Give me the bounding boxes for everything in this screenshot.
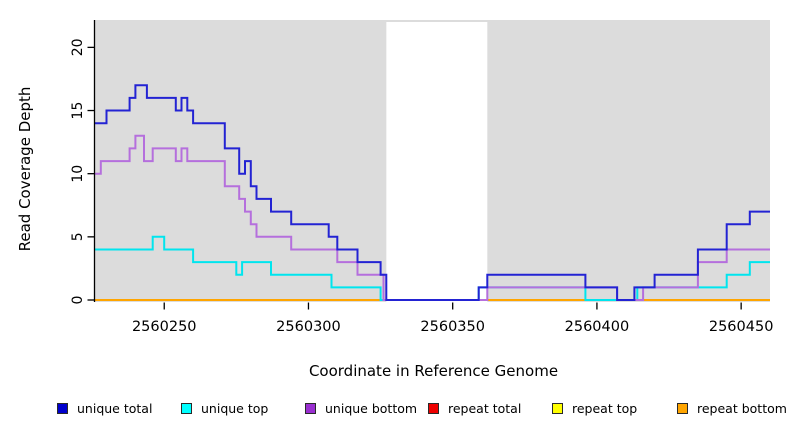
legend-swatch-repeat-bottom bbox=[677, 403, 688, 414]
legend-swatch-repeat-total bbox=[428, 403, 439, 414]
legend-label: unique bottom bbox=[325, 401, 418, 416]
x-tick-label: 2560350 bbox=[420, 319, 485, 335]
x-tick-label: 2560300 bbox=[276, 319, 341, 335]
y-tick-label: 20 bbox=[70, 38, 86, 56]
y-axis-title: Read Coverage Depth bbox=[16, 86, 34, 252]
legend-swatch-unique-total bbox=[57, 403, 68, 414]
x-axis-title: Coordinate in Reference Genome bbox=[308, 362, 559, 380]
y-tick-label: 15 bbox=[70, 102, 86, 120]
legend-swatch-unique-top bbox=[181, 403, 192, 414]
legend-label: unique top bbox=[201, 401, 269, 416]
series-line-unique-total bbox=[95, 84, 770, 301]
y-tick-label: 0 bbox=[70, 296, 86, 305]
masked-no-data-region bbox=[386, 22, 488, 302]
legend-item-unique-total: unique total bbox=[57, 401, 152, 416]
legend-label: repeat bottom bbox=[697, 401, 787, 416]
y-tick-label: 10 bbox=[70, 165, 86, 183]
legend-label: repeat top bbox=[572, 401, 638, 416]
legend-swatch-unique-bottom bbox=[305, 403, 316, 414]
legend-item-repeat-top: repeat top bbox=[552, 401, 637, 416]
x-tick-label: 2560250 bbox=[132, 319, 197, 335]
x-tick-label: 2560450 bbox=[709, 319, 774, 335]
x-tick-label: 2560400 bbox=[565, 319, 630, 335]
legend-item-unique-top: unique top bbox=[181, 401, 268, 416]
legend-label: unique total bbox=[77, 401, 153, 416]
legend-item-unique-bottom: unique bottom bbox=[305, 401, 417, 416]
legend-label: repeat total bbox=[448, 401, 522, 416]
legend-item-repeat-bottom: repeat bottom bbox=[677, 401, 787, 416]
legend-swatch-repeat-top bbox=[552, 403, 563, 414]
legend-item-repeat-total: repeat total bbox=[428, 401, 521, 416]
y-tick-label: 5 bbox=[70, 232, 86, 241]
